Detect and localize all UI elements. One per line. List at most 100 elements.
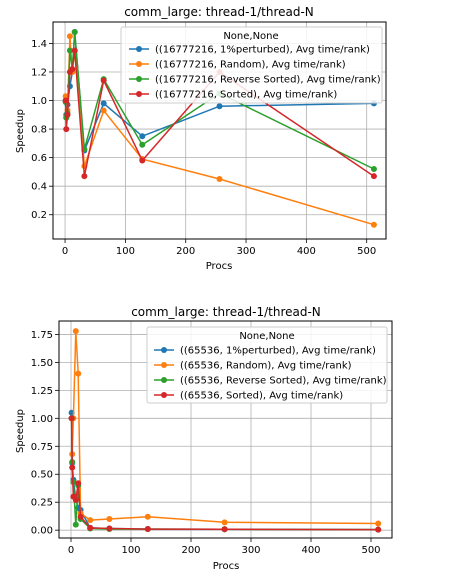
y-tick-label: 0.25 (31, 498, 53, 509)
legend-swatch-marker (161, 377, 167, 383)
legend-label: ((16777216, 1%perturbed), Avg time/rank) (155, 45, 370, 56)
series-3 (68, 415, 382, 533)
legend-box (146, 326, 388, 404)
data-point (139, 157, 146, 164)
y-tick-label: 1.4 (31, 39, 47, 50)
data-point (221, 519, 228, 526)
data-point (75, 370, 82, 377)
legend-label: ((65536, 1%perturbed), Avg time/rank) (180, 346, 376, 357)
data-point (144, 526, 151, 533)
legend-label: ((16777216, Random), Avg time/rank) (155, 60, 346, 71)
chart-bottom: comm_large: thread-1/thread-N 0 100 200 300… (15, 305, 393, 572)
legend-item: ((65536, Sorted), Avg time/rank) (154, 391, 343, 402)
y-tick-label: 0.00 (31, 526, 53, 537)
data-point (139, 141, 146, 148)
data-point (100, 107, 107, 114)
legend-item: ((16777216, Random), Avg time/rank) (129, 60, 346, 71)
data-point (106, 515, 113, 522)
legend-swatch-marker (161, 362, 167, 368)
legend: None,None ((65536, 1%perturbed), Avg tim… (146, 326, 388, 404)
x-axis-label: Procs (206, 261, 233, 272)
y-tick-label: 0.6 (31, 153, 47, 164)
y-tick-label: 0.4 (31, 182, 47, 193)
data-point (71, 28, 78, 35)
data-point (63, 126, 70, 133)
legend-swatch-marker (161, 392, 167, 398)
data-point (66, 33, 73, 40)
legend-item: ((65536, Random), Avg time/rank) (154, 361, 352, 372)
chart-title: comm_large: thread-1/thread-N (131, 305, 321, 319)
chart-title: comm_large: thread-1/thread-N (124, 5, 314, 19)
data-point (87, 517, 94, 524)
legend-item: ((65536, 1%perturbed), Avg time/rank) (154, 346, 376, 357)
legend-label: ((65536, Random), Avg time/rank) (180, 361, 352, 372)
data-point (71, 47, 78, 54)
x-tick-label: 300 (241, 545, 260, 556)
data-point (72, 496, 79, 503)
x-tick-label: 0 (62, 246, 68, 257)
legend-label: ((16777216, Reverse Sorted), Avg time/ra… (155, 75, 381, 86)
y-axis-label: Speedup (15, 409, 26, 453)
data-point (87, 524, 94, 531)
legend: None,None ((16777216, 1%perturbed), Avg … (120, 26, 383, 104)
data-point (375, 520, 382, 527)
y-tick-label: 1.2 (31, 67, 47, 78)
data-point (69, 464, 76, 471)
x-tick-label: 500 (357, 246, 376, 257)
legend-swatch-marker (136, 61, 142, 67)
data-point (81, 173, 88, 180)
data-point (62, 93, 69, 100)
data-point (106, 525, 113, 532)
data-point (216, 103, 223, 110)
x-tick-label: 400 (301, 545, 320, 556)
x-tick-label: 100 (116, 246, 135, 257)
y-tick-label: 0.50 (31, 470, 53, 481)
legend-label: ((65536, Reverse Sorted), Avg time/rank) (180, 376, 387, 387)
x-tick-label: 100 (121, 545, 140, 556)
y-tick-label: 0.75 (31, 442, 53, 453)
data-point (62, 97, 69, 104)
data-point (75, 480, 82, 487)
data-point (221, 526, 228, 533)
data-point (100, 77, 107, 84)
data-point (139, 133, 146, 140)
legend-title: None,None (239, 331, 294, 342)
y-tick-label: 0.2 (31, 210, 47, 221)
x-tick-label: 0 (68, 545, 74, 556)
legend-title: None,None (223, 31, 278, 42)
data-point (370, 221, 377, 228)
legend-swatch-marker (136, 76, 142, 82)
data-point (64, 111, 71, 118)
legend-item: ((65536, Reverse Sorted), Avg time/rank) (154, 376, 387, 387)
data-point (370, 173, 377, 180)
y-tick-label: 1.0 (31, 96, 47, 107)
plot-frame (58, 320, 393, 539)
data-point (375, 526, 382, 533)
legend-item: ((16777216, Sorted), Avg time/rank) (129, 90, 337, 101)
x-tick-label: 300 (236, 246, 255, 257)
series-line (70, 412, 379, 531)
x-tick-label: 200 (176, 246, 195, 257)
y-tick-label: 1.25 (31, 386, 53, 397)
y-tick-label: 1.75 (31, 330, 53, 341)
data-point (72, 328, 79, 335)
x-axis-label: Procs (213, 561, 240, 572)
x-tick-label: 500 (361, 545, 380, 556)
y-tick-label: 0.8 (31, 125, 47, 136)
data-point (100, 100, 107, 107)
legend-label: ((65536, Sorted), Avg time/rank) (180, 391, 343, 402)
legend-item: ((16777216, 1%perturbed), Avg time/rank) (129, 45, 370, 56)
y-tick-label: 1.00 (31, 414, 53, 425)
legend-swatch-marker (161, 347, 167, 353)
data-point (370, 166, 377, 173)
y-axis-label: Speedup (15, 109, 26, 153)
legend-swatch-marker (136, 46, 142, 52)
legend-label: ((16777216, Sorted), Avg time/rank) (155, 90, 337, 101)
legend-swatch-marker (136, 91, 142, 97)
legend-item: ((16777216, Reverse Sorted), Avg time/ra… (129, 75, 381, 86)
data-point (216, 176, 223, 183)
data-point (144, 513, 151, 520)
data-point (66, 47, 73, 54)
plot-frame (52, 21, 387, 240)
